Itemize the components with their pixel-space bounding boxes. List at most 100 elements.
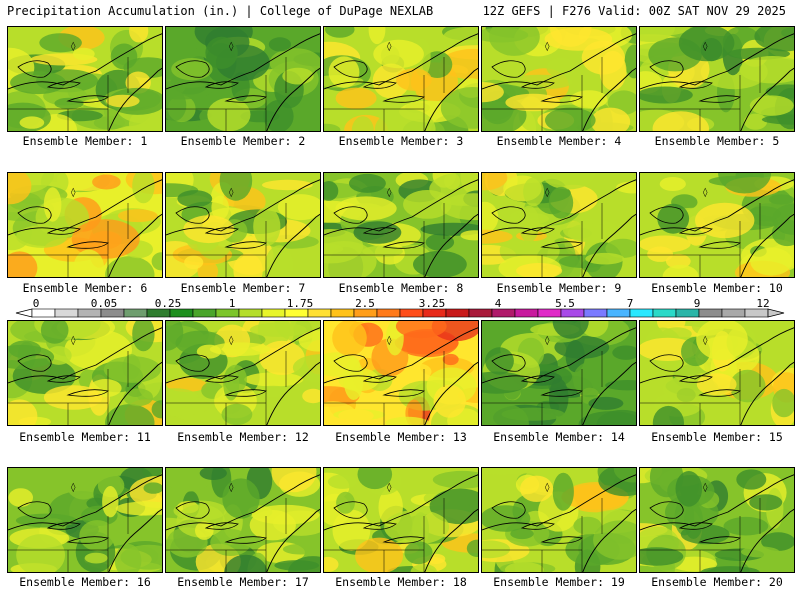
ensemble-caption-14: Ensemble Member: 14 bbox=[480, 430, 638, 444]
svg-text:◊: ◊ bbox=[703, 482, 708, 493]
caption-prefix: Ensemble Member: bbox=[493, 430, 611, 444]
ensemble-map-15: ◊ bbox=[639, 320, 795, 426]
caption-prefix: Ensemble Member: bbox=[335, 575, 453, 589]
caption-prefix: Ensemble Member: bbox=[651, 575, 769, 589]
svg-text:◊: ◊ bbox=[71, 482, 76, 493]
caption-member-number: 20 bbox=[768, 575, 783, 589]
caption-member-number: 12 bbox=[294, 430, 309, 444]
ensemble-caption-15: Ensemble Member: 15 bbox=[638, 430, 796, 444]
ensemble-caption-1: Ensemble Member: 1 bbox=[6, 134, 164, 148]
ensemble-map-10: ◊ bbox=[639, 172, 795, 278]
caption-prefix: Ensemble Member: bbox=[651, 430, 769, 444]
svg-text:◊: ◊ bbox=[545, 187, 550, 198]
svg-text:◊: ◊ bbox=[387, 187, 392, 198]
ensemble-map-5: ◊ bbox=[639, 26, 795, 132]
ensemble-map-17: ◊ bbox=[165, 467, 321, 573]
legend-label: 0.05 bbox=[90, 297, 118, 310]
ensemble-map-20: ◊ bbox=[639, 467, 795, 573]
caption-prefix: Ensemble Member: bbox=[335, 430, 453, 444]
ensemble-caption-4: Ensemble Member: 4 bbox=[480, 134, 638, 148]
ensemble-map-9: ◊ bbox=[481, 172, 637, 278]
ensemble-caption-11: Ensemble Member: 11 bbox=[6, 430, 164, 444]
caption-member-number: 17 bbox=[294, 575, 309, 589]
svg-text:◊: ◊ bbox=[703, 335, 708, 346]
header-title: Precipitation Accumulation (in.) | Colle… bbox=[7, 4, 434, 18]
header-valid-time: 12Z GEFS | F276 Valid: 00Z SAT NOV 29 20… bbox=[482, 4, 786, 18]
svg-text:◊: ◊ bbox=[545, 335, 550, 346]
precip-color-legend bbox=[15, 308, 785, 318]
svg-text:◊: ◊ bbox=[71, 41, 76, 52]
ensemble-caption-7: Ensemble Member: 7 bbox=[164, 281, 322, 295]
svg-text:◊: ◊ bbox=[71, 187, 76, 198]
ensemble-map-13: ◊ bbox=[323, 320, 479, 426]
legend-label: 3.25 bbox=[418, 297, 446, 310]
ensemble-map-11: ◊ bbox=[7, 320, 163, 426]
svg-text:◊: ◊ bbox=[387, 482, 392, 493]
caption-member-number: 11 bbox=[136, 430, 151, 444]
ensemble-caption-3: Ensemble Member: 3 bbox=[322, 134, 480, 148]
caption-prefix: Ensemble Member: bbox=[496, 134, 615, 148]
svg-text:◊: ◊ bbox=[229, 41, 234, 52]
caption-member-number: 3 bbox=[456, 134, 464, 148]
svg-text:◊: ◊ bbox=[71, 335, 76, 346]
caption-member-number: 4 bbox=[614, 134, 622, 148]
caption-member-number: 6 bbox=[140, 281, 148, 295]
ensemble-map-19: ◊ bbox=[481, 467, 637, 573]
caption-prefix: Ensemble Member: bbox=[180, 281, 299, 295]
legend-label: 5.5 bbox=[555, 297, 575, 310]
ensemble-map-16: ◊ bbox=[7, 467, 163, 573]
caption-prefix: Ensemble Member: bbox=[180, 134, 299, 148]
svg-text:◊: ◊ bbox=[387, 335, 392, 346]
svg-text:◊: ◊ bbox=[703, 187, 708, 198]
legend-label: 1.75 bbox=[286, 297, 314, 310]
svg-text:◊: ◊ bbox=[703, 41, 708, 52]
svg-text:◊: ◊ bbox=[229, 187, 234, 198]
legend-label: 0 bbox=[32, 297, 40, 310]
ensemble-map-12: ◊ bbox=[165, 320, 321, 426]
legend-label: 0.25 bbox=[154, 297, 182, 310]
ensemble-caption-13: Ensemble Member: 13 bbox=[322, 430, 480, 444]
ensemble-map-18: ◊ bbox=[323, 467, 479, 573]
caption-prefix: Ensemble Member: bbox=[177, 575, 295, 589]
ensemble-map-14: ◊ bbox=[481, 320, 637, 426]
ensemble-caption-19: Ensemble Member: 19 bbox=[480, 575, 638, 589]
ensemble-caption-10: Ensemble Member: 10 bbox=[638, 281, 796, 295]
ensemble-map-8: ◊ bbox=[323, 172, 479, 278]
ensemble-caption-8: Ensemble Member: 8 bbox=[322, 281, 480, 295]
svg-text:◊: ◊ bbox=[387, 41, 392, 52]
legend-label: 12 bbox=[756, 297, 770, 310]
ensemble-map-1: ◊ bbox=[7, 26, 163, 132]
ensemble-map-3: ◊ bbox=[323, 26, 479, 132]
caption-member-number: 5 bbox=[772, 134, 780, 148]
caption-member-number: 16 bbox=[136, 575, 151, 589]
caption-prefix: Ensemble Member: bbox=[338, 134, 457, 148]
ensemble-caption-2: Ensemble Member: 2 bbox=[164, 134, 322, 148]
caption-prefix: Ensemble Member: bbox=[651, 281, 769, 295]
ensemble-caption-5: Ensemble Member: 5 bbox=[638, 134, 796, 148]
caption-prefix: Ensemble Member: bbox=[22, 134, 141, 148]
ensemble-caption-20: Ensemble Member: 20 bbox=[638, 575, 796, 589]
legend-label: 4 bbox=[494, 297, 502, 310]
ensemble-map-2: ◊ bbox=[165, 26, 321, 132]
caption-prefix: Ensemble Member: bbox=[177, 430, 295, 444]
caption-member-number: 18 bbox=[452, 575, 467, 589]
caption-member-number: 14 bbox=[610, 430, 625, 444]
caption-prefix: Ensemble Member: bbox=[22, 281, 141, 295]
caption-member-number: 2 bbox=[298, 134, 306, 148]
legend-label: 7 bbox=[626, 297, 634, 310]
caption-member-number: 10 bbox=[768, 281, 783, 295]
svg-text:◊: ◊ bbox=[229, 335, 234, 346]
svg-text:◊: ◊ bbox=[545, 41, 550, 52]
ensemble-caption-12: Ensemble Member: 12 bbox=[164, 430, 322, 444]
ensemble-caption-16: Ensemble Member: 16 bbox=[6, 575, 164, 589]
ensemble-caption-18: Ensemble Member: 18 bbox=[322, 575, 480, 589]
legend-label: 1 bbox=[228, 297, 236, 310]
caption-prefix: Ensemble Member: bbox=[19, 430, 137, 444]
ensemble-map-4: ◊ bbox=[481, 26, 637, 132]
svg-text:◊: ◊ bbox=[229, 482, 234, 493]
ensemble-caption-9: Ensemble Member: 9 bbox=[480, 281, 638, 295]
svg-text:◊: ◊ bbox=[545, 482, 550, 493]
caption-member-number: 9 bbox=[614, 281, 622, 295]
caption-prefix: Ensemble Member: bbox=[493, 575, 611, 589]
caption-member-number: 19 bbox=[610, 575, 625, 589]
